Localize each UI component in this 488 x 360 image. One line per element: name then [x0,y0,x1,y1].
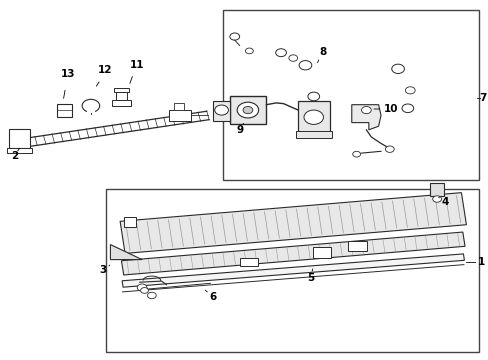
Circle shape [147,292,156,299]
Bar [429,183,444,196]
Circle shape [237,102,258,118]
Circle shape [361,107,370,114]
Polygon shape [121,232,464,275]
Text: 12: 12 [98,64,113,75]
Text: 1: 1 [476,257,484,267]
Circle shape [352,151,360,157]
Bar [114,88,129,92]
Polygon shape [110,244,142,260]
Circle shape [401,104,413,113]
Bar [222,10,478,180]
Bar [347,241,366,251]
Polygon shape [122,254,464,287]
Bar [57,104,72,117]
Bar [112,100,131,107]
Polygon shape [351,105,380,130]
Bar [116,92,127,100]
Bar [9,129,30,148]
Bar [123,217,136,227]
Text: 13: 13 [61,69,75,79]
Circle shape [275,49,286,57]
Circle shape [391,64,404,73]
Bar [105,189,478,352]
Circle shape [82,99,100,112]
Circle shape [229,33,239,40]
Bar [212,101,229,121]
Text: 6: 6 [209,292,216,302]
Text: 5: 5 [306,273,313,283]
Text: 7: 7 [478,93,485,103]
Circle shape [307,92,319,101]
Text: 3: 3 [99,265,106,275]
Text: 2: 2 [11,150,18,161]
Bar [229,96,266,125]
Bar [295,131,331,138]
Text: 11: 11 [130,60,144,70]
Circle shape [141,288,148,293]
Bar [298,101,329,132]
Polygon shape [120,193,466,253]
Text: 8: 8 [318,46,325,57]
Circle shape [405,87,414,94]
Circle shape [299,60,311,70]
Text: 9: 9 [236,125,243,135]
Bar [168,110,190,121]
Circle shape [288,55,297,61]
Text: 10: 10 [383,104,397,114]
Bar [7,148,32,153]
Circle shape [137,284,147,291]
Circle shape [304,110,323,125]
Text: 4: 4 [441,197,448,207]
Circle shape [432,196,441,202]
Circle shape [245,48,253,54]
Circle shape [214,105,228,115]
Circle shape [385,146,393,152]
Circle shape [243,107,252,114]
Bar [173,103,183,110]
Bar [312,247,330,258]
Bar [239,258,258,266]
